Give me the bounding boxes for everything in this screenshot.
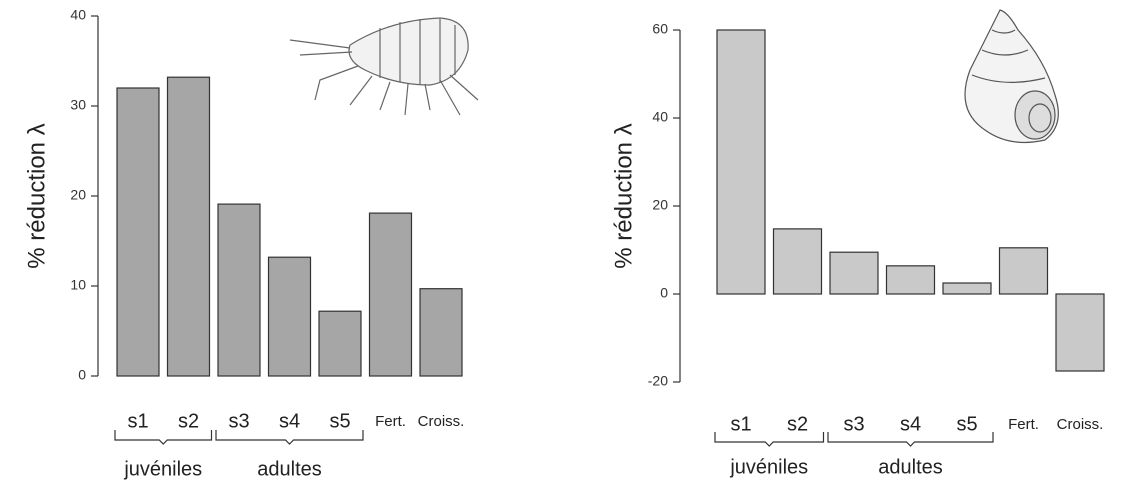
bar [772,228,823,295]
x-tick-label: Fert. [375,413,406,430]
bar [998,247,1049,295]
bar [368,212,413,377]
y-axis-label: % réduction λ [23,123,50,268]
x-tick-label: s1 [127,410,148,432]
x-tick-label: s3 [228,410,249,432]
x-tick-label: s2 [178,410,199,432]
group-bracket [114,430,213,445]
bar [1055,293,1105,372]
bar [829,251,879,295]
x-tick-label: s1 [730,413,751,435]
snail-illustration [964,9,1059,144]
y-tick-label: 60 [652,21,668,37]
x-tick-label: Croiss. [418,413,465,430]
group-bracket [215,430,364,445]
x-tick-label: Fert. [1008,416,1039,433]
bar [419,288,463,377]
bar [942,282,992,295]
x-tick-label: s5 [956,413,977,435]
bar [885,265,936,295]
y-tick-label: 40 [70,7,86,23]
bar [318,310,362,377]
group-label: juvéniles [729,456,808,478]
y-tick-label: 10 [70,277,86,293]
y-tick-label: 0 [660,285,668,301]
x-tick-label: s3 [843,413,864,435]
x-tick-label: s4 [900,413,921,435]
y-axis-label: % réduction λ [610,123,637,268]
bar [116,87,160,377]
y-tick-label: 40 [652,109,668,125]
bar [716,29,766,295]
y-tick-label: -20 [648,373,668,389]
group-bracket [714,432,825,447]
bar [166,76,211,377]
y-tick-label: 30 [70,97,86,113]
group-label: adultes [878,456,943,478]
x-tick-label: s5 [329,410,350,432]
x-tick-label: s4 [279,410,300,432]
x-tick-label: s2 [787,413,808,435]
y-tick-label: 20 [652,197,668,213]
group-bracket [827,432,994,447]
group-label: adultes [257,458,322,480]
group-label: juvéniles [123,458,202,480]
y-tick-label: 20 [70,187,86,203]
bar [267,256,312,377]
bar [217,203,261,377]
amphipod-illustration [289,17,479,116]
x-tick-label: Croiss. [1057,416,1104,433]
y-tick-label: 0 [78,367,86,383]
